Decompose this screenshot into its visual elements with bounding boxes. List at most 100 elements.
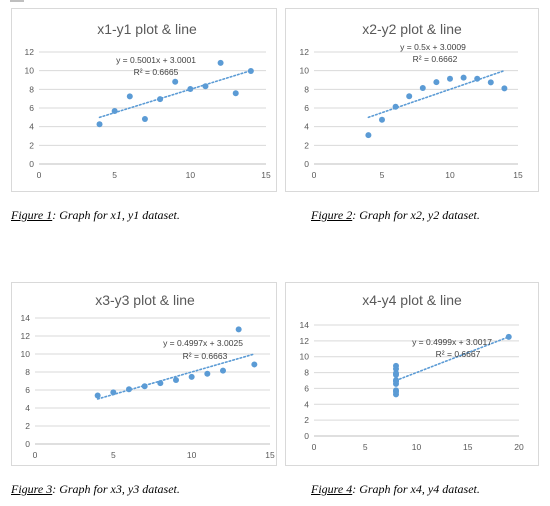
data-point-3-2 [235, 326, 242, 333]
data-point-1-1 [157, 96, 164, 103]
data-point-3-7 [94, 392, 101, 399]
chart-panel-2: 0 2 4 6 8 10 12 0 5 10 15 x2-y2 plot & line y = 0.… [285, 8, 539, 192]
y-tick-label-1-1: 2 [29, 140, 34, 150]
data-point-4-9 [393, 370, 399, 377]
trend-equation-4: y = 0.4999x + 3.0017 [412, 337, 492, 347]
data-point-2-4 [460, 74, 467, 81]
trend-r2-3: R² = 0.6663 [183, 351, 228, 361]
trendline-2 [367, 69, 506, 119]
y-tick-label-4-3: 6 [304, 383, 309, 393]
y-tick-label-3-5: 10 [21, 349, 31, 359]
y-tick-label-1-0: 0 [29, 159, 34, 169]
data-point-3-6 [126, 386, 132, 393]
trend-r2-1: R² = 0.6665 [134, 67, 179, 77]
data-point-2-3 [433, 79, 440, 86]
x-tick-label-3-1: 5 [111, 450, 116, 460]
data-point-1-2 [232, 90, 239, 97]
chart-title-1: x1-y1 plot & line [97, 21, 197, 37]
chart-svg-2: 0 2 4 6 8 10 12 0 5 10 15 x2-y2 plot & line y = 0.… [300, 21, 523, 180]
figure-label-3: Figure 3 [11, 482, 53, 496]
y-tick-label-1-4: 8 [29, 84, 34, 94]
data-point-3-0 [188, 373, 195, 380]
data-point-1-4 [202, 83, 209, 90]
y-tick-label-1-6: 12 [25, 47, 35, 57]
chart-title-3: x3-y3 plot & line [95, 292, 195, 308]
data-point-1-3 [172, 78, 179, 85]
x-tick-label-1-1: 5 [112, 170, 117, 180]
figure-caption-text-2: : Graph for x2, y2 dataset. [352, 208, 480, 222]
y-tick-label-4-4: 8 [304, 368, 309, 378]
data-point-3-4 [204, 370, 211, 377]
y-tick-label-2-4: 8 [304, 84, 309, 94]
figure-caption-3: Figure 3: Graph for x3, y3 dataset. [11, 482, 180, 497]
figure-caption-text-4: : Graph for x4, y4 dataset. [352, 482, 480, 496]
y-tick-label-3-6: 12 [21, 331, 31, 341]
y-tick-label-2-6: 12 [300, 47, 310, 57]
data-point-1-7 [96, 121, 103, 128]
x-tick-label-4-4: 20 [514, 442, 524, 452]
data-point-2-10 [379, 116, 385, 123]
x-tick-label-2-3: 15 [513, 170, 523, 180]
y-tick-label-4-6: 12 [300, 336, 310, 346]
chart-panel-3: 0 2 4 6 8 10 12 14 0 5 10 15 x3-y3 plot & line y = … [11, 282, 277, 466]
figure-label-1: Figure 1 [11, 208, 53, 222]
x-tick-label-3-2: 10 [187, 450, 197, 460]
x-tick-label-1-3: 15 [261, 170, 271, 180]
data-point-3-5 [251, 361, 258, 368]
figure-caption-4: Figure 4: Graph for x4, y4 dataset. [311, 482, 480, 497]
data-point-1-8 [217, 59, 224, 66]
chart-svg-3: 0 2 4 6 8 10 12 14 0 5 10 15 x3-y3 plot & line y = … [21, 292, 275, 460]
data-point-4-7 [505, 333, 512, 340]
y-tick-label-4-7: 14 [300, 320, 310, 330]
data-point-3-8 [220, 367, 226, 374]
data-point-1-6 [126, 93, 133, 100]
data-point-2-7 [365, 132, 372, 139]
figure-caption-text-3: : Graph for x3, y3 dataset. [52, 482, 180, 496]
chart-title-2: x2-y2 plot & line [362, 21, 462, 37]
x-tick-label-2-2: 10 [445, 170, 455, 180]
y-tick-label-2-3: 6 [304, 103, 309, 113]
data-point-4-10 [393, 378, 399, 385]
y-tick-label-2-5: 10 [300, 66, 310, 76]
y-tick-label-3-4: 8 [25, 367, 30, 377]
data-point-2-6 [392, 103, 399, 110]
x-tick-label-4-0: 0 [312, 442, 317, 452]
data-point-3-1 [157, 380, 164, 387]
data-point-3-9 [141, 383, 148, 390]
figure-caption-1: Figure 1: Graph for x1, y1 dataset. [11, 208, 180, 223]
data-point-2-8 [474, 75, 481, 82]
trend-r2-4: R² = 0.6667 [436, 349, 481, 359]
y-tick-label-4-0: 0 [304, 431, 309, 441]
data-point-2-1 [419, 85, 426, 92]
x-tick-label-4-1: 5 [363, 442, 368, 452]
chart-panel-4: 0 2 4 6 8 10 12 14 0 5 10 15 20 x4-y4 plot & line y … [285, 282, 539, 466]
figure-caption-text-1: : Graph for x1, y1 dataset. [52, 208, 180, 222]
y-tick-label-2-0: 0 [304, 159, 309, 169]
data-point-3-10 [110, 389, 117, 396]
data-point-1-9 [141, 116, 148, 123]
x-tick-label-2-1: 5 [380, 170, 385, 180]
data-point-1-0 [187, 85, 194, 92]
y-tick-label-2-1: 2 [304, 140, 309, 150]
data-point-1-5 [247, 68, 254, 75]
data-point-4-4 [393, 365, 399, 372]
data-point-2-2 [487, 79, 494, 86]
y-tick-label-2-2: 4 [304, 122, 309, 132]
trend-equation-2: y = 0.5x + 3.0009 [400, 42, 466, 52]
x-tick-label-2-0: 0 [312, 170, 317, 180]
data-point-2-0 [447, 75, 453, 82]
chart-svg-4: 0 2 4 6 8 10 12 14 0 5 10 15 20 x4-y4 plot & line y … [300, 292, 524, 452]
trendline-4 [395, 336, 510, 382]
y-tick-label-1-5: 10 [25, 66, 35, 76]
trendline-3 [96, 353, 256, 400]
chart-svg-1: 0 2 4 6 8 10 12 0 5 10 15 x1-y1 plot & line y = 0.… [25, 21, 271, 180]
data-point-2-9 [406, 93, 413, 100]
y-tick-label-1-2: 4 [29, 122, 34, 132]
trend-equation-1: y = 0.5001x + 3.0001 [116, 55, 196, 65]
y-tick-label-3-2: 4 [25, 403, 30, 413]
chart-title-4: x4-y4 plot & line [362, 292, 462, 308]
x-tick-label-3-0: 0 [33, 450, 38, 460]
data-point-2-5 [501, 85, 508, 92]
data-point-3-3 [173, 377, 179, 384]
figure-label-2: Figure 2 [311, 208, 353, 222]
